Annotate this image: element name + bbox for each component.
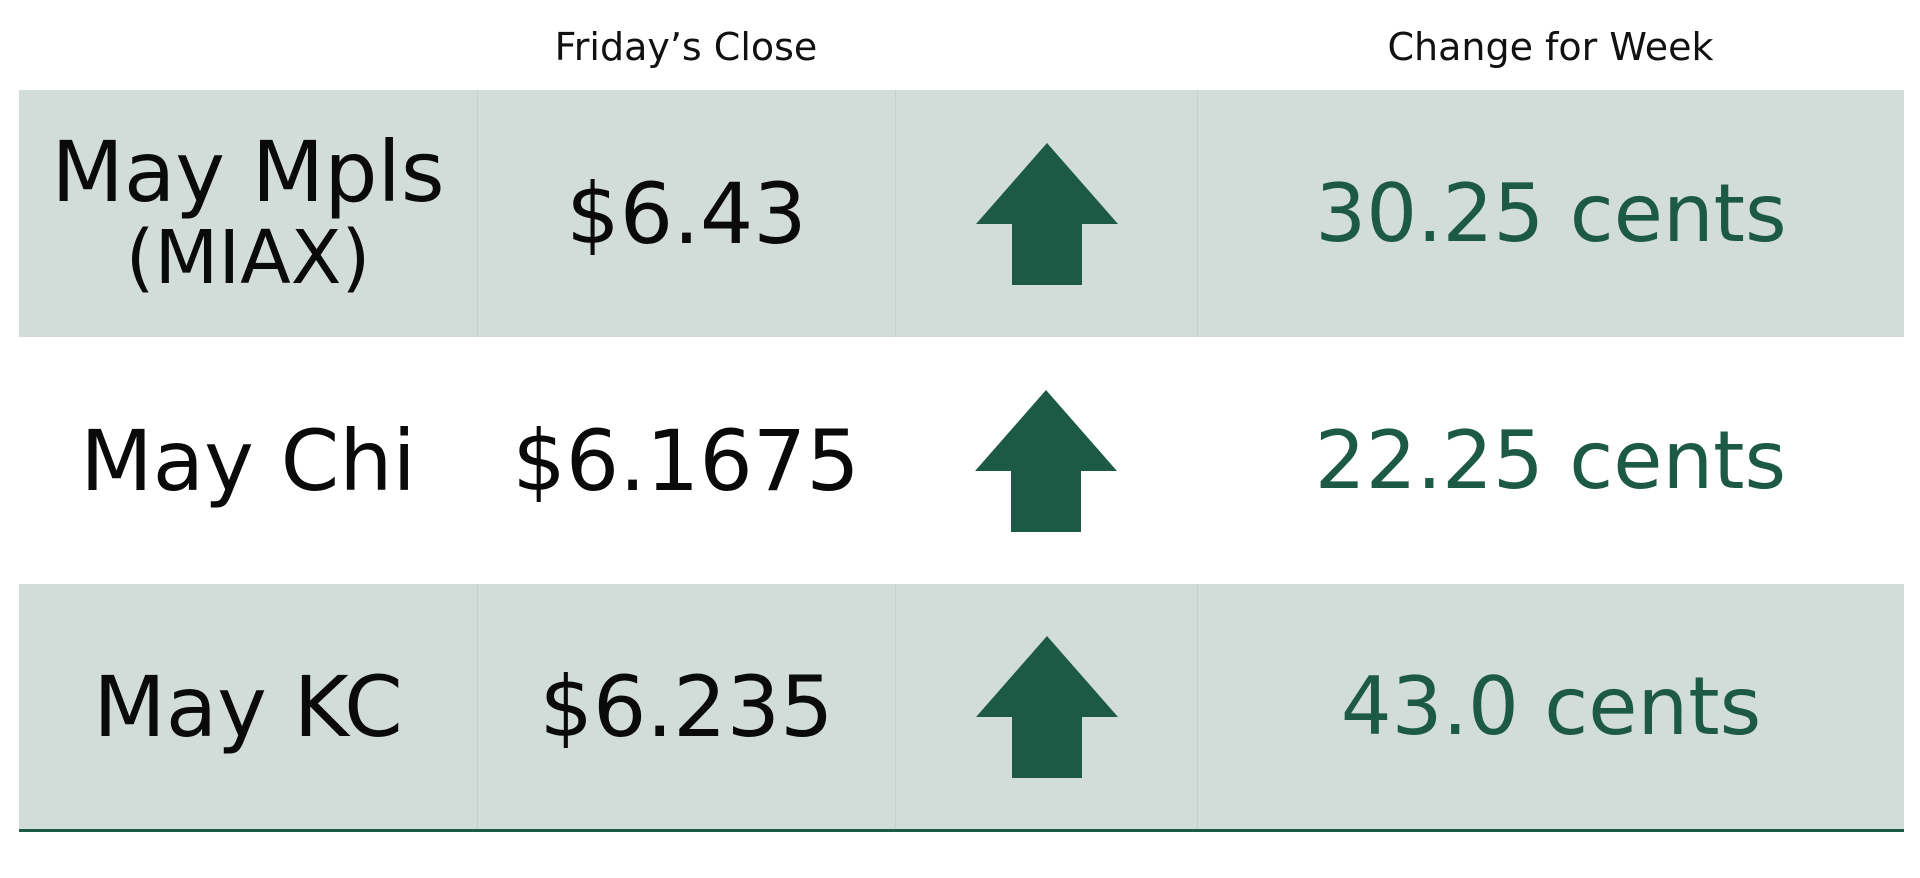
table-row: May Mpls (MIAX) $6.43 30.25 cents [19, 90, 1904, 337]
change-cell: 22.25 cents [1197, 337, 1904, 584]
weekly-change: 30.25 cents [1315, 167, 1787, 260]
close-price: $6.235 [539, 657, 834, 756]
market-name: May KC [93, 657, 403, 756]
close-price: $6.1675 [512, 411, 860, 510]
market-label: May Chi [80, 417, 416, 505]
table-row: May KC $6.235 43.0 cents [19, 584, 1904, 829]
market-cell: May KC [19, 584, 477, 829]
weekly-change: 22.25 cents [1314, 414, 1787, 507]
up-arrow-icon [975, 635, 1118, 778]
table-row: May Chi $6.1675 22.25 cents [19, 337, 1904, 584]
close-cell: $6.235 [477, 584, 895, 829]
market-name: May Chi [80, 411, 416, 510]
close-price: $6.43 [566, 164, 807, 263]
table-bottom-rule [19, 829, 1904, 832]
market-cell: May Mpls (MIAX) [19, 90, 477, 337]
change-cell: 43.0 cents [1197, 584, 1904, 829]
weekly-change: 43.0 cents [1340, 660, 1762, 753]
up-arrow-icon [975, 142, 1118, 285]
column-header-row: Friday’s Close Change for Week [0, 0, 1920, 90]
close-cell: $6.43 [477, 90, 895, 337]
price-table: May Mpls (MIAX) $6.43 30.25 cents May Ch… [19, 90, 1904, 829]
market-name: May Mpls [51, 122, 445, 221]
header-change-for-week: Change for Week [1387, 25, 1714, 69]
direction-cell [895, 90, 1197, 337]
up-arrow-icon [975, 389, 1117, 532]
change-cell: 30.25 cents [1197, 90, 1904, 337]
header-fridays-close: Friday’s Close [554, 25, 818, 69]
direction-cell [895, 337, 1197, 584]
market-exchange: (MIAX) [125, 214, 371, 301]
market-cell: May Chi [19, 337, 477, 584]
close-cell: $6.1675 [477, 337, 895, 584]
market-label: May KC [93, 663, 403, 751]
market-label: May Mpls (MIAX) [51, 128, 444, 300]
direction-cell [895, 584, 1197, 829]
